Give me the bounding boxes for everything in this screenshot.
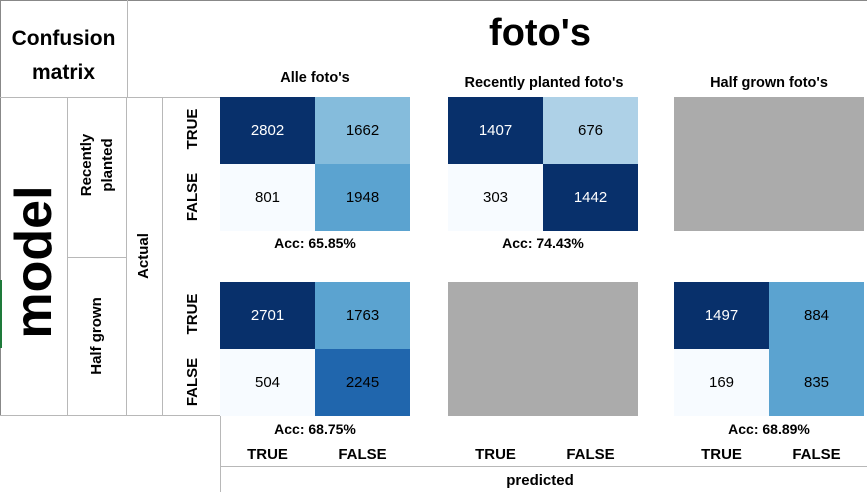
actual-label: Actual — [135, 233, 152, 279]
cell-hg-hg-tt: 1497 — [674, 282, 769, 349]
cell-hg-all-tf: 1763 — [315, 282, 410, 349]
col-header-recently: Recently planted foto's — [464, 75, 624, 91]
accuracy-label: Acc: 65.85% — [274, 235, 356, 251]
cell-hg-hg-tf: 884 — [769, 282, 864, 349]
row-group-recently: Recently planted — [78, 133, 116, 197]
selection-marker — [0, 280, 2, 348]
actual-true-label: TRUE — [184, 293, 201, 335]
predicted-label: predicted — [506, 472, 574, 489]
matrix-unavailable — [674, 97, 864, 231]
pred-false-label: FALSE — [792, 446, 841, 463]
pred-true-label: TRUE — [701, 446, 742, 463]
row-group-half: Half grown — [88, 297, 105, 375]
accuracy-label: Acc: 74.43% — [502, 235, 584, 251]
pred-false-label: FALSE — [338, 446, 387, 463]
matrix-unavailable — [448, 282, 638, 416]
cell-rp-all-tt: 2802 — [220, 97, 315, 164]
cell-hg-hg-ft: 169 — [674, 349, 769, 416]
cell-rp-rp-tt: 1407 — [448, 97, 543, 164]
page-title: foto's — [489, 12, 591, 54]
corner-label: Confusion matrix — [11, 27, 116, 84]
cell-hg-hg-ff: 835 — [769, 349, 864, 416]
col-header-half: Half grown foto's — [710, 75, 828, 91]
cell-hg-all-tt: 2701 — [220, 282, 315, 349]
actual-true-label: TRUE — [184, 108, 201, 150]
cell-rp-all-tf: 1662 — [315, 97, 410, 164]
actual-false-label: FALSE — [184, 357, 201, 407]
cell-rp-all-ff: 1948 — [315, 164, 410, 231]
accuracy-label: Acc: 68.75% — [274, 421, 356, 437]
pred-false-label: FALSE — [566, 446, 615, 463]
col-header-all: Alle foto's — [280, 70, 350, 86]
actual-false-label: FALSE — [184, 172, 201, 222]
pred-true-label: TRUE — [247, 446, 288, 463]
pred-true-label: TRUE — [475, 446, 516, 463]
cell-rp-rp-ft: 303 — [448, 164, 543, 231]
row-header-model: model — [5, 185, 63, 339]
cell-rp-rp-tf: 676 — [543, 97, 638, 164]
cell-rp-all-ft: 801 — [220, 164, 315, 231]
cell-hg-all-ff: 2245 — [315, 349, 410, 416]
cell-hg-all-ft: 504 — [220, 349, 315, 416]
accuracy-label: Acc: 68.89% — [728, 421, 810, 437]
cell-rp-rp-ff: 1442 — [543, 164, 638, 231]
